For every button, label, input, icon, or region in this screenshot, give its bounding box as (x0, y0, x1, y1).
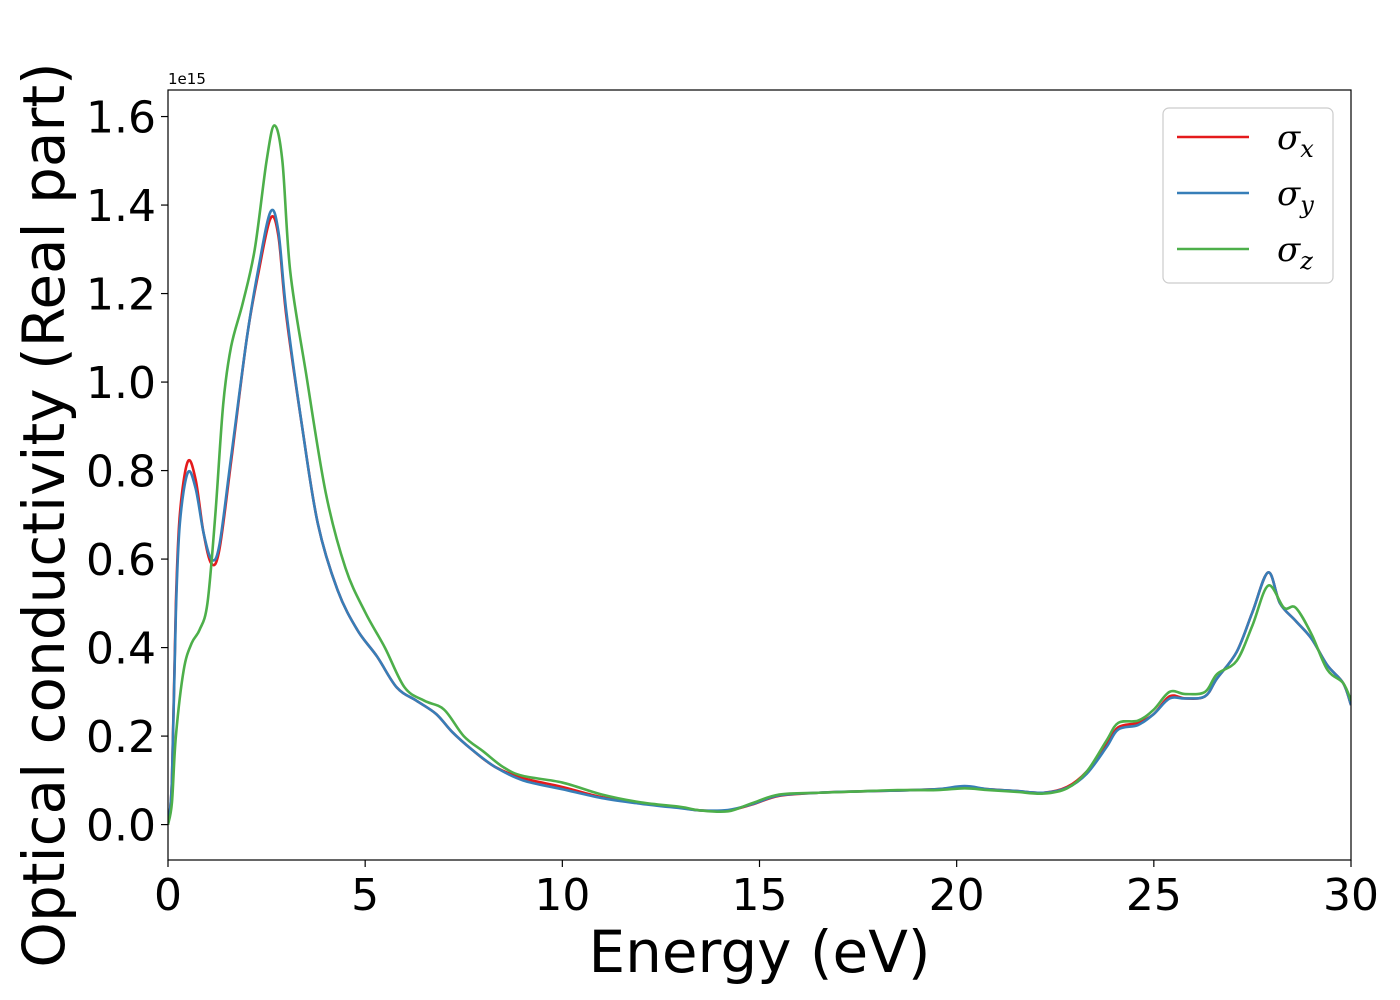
y-offset-label: 1e15 (168, 70, 206, 88)
y-tick-label: 0.0 (86, 801, 156, 852)
series-line-x (168, 215, 1351, 825)
x-tick-label: 20 (929, 870, 985, 921)
x-tick-label: 15 (732, 870, 788, 921)
x-axis: 0 5 10 15 20 25 30 (154, 860, 1379, 921)
x-axis-title: Energy (eV) (588, 918, 930, 986)
x-tick-label: 30 (1323, 870, 1379, 921)
y-tick-label: 0.2 (86, 712, 156, 763)
series-line-z (168, 124, 1351, 825)
legend-box (1162, 107, 1334, 284)
series-line-y (168, 208, 1351, 825)
y-tick-label: 0.8 (86, 447, 156, 498)
x-tick-label: 5 (351, 870, 379, 921)
x-tick-label: 25 (1126, 870, 1182, 921)
y-tick-label: 0.4 (86, 624, 156, 675)
x-tick-label: 10 (534, 870, 590, 921)
x-tick-label: 0 (154, 870, 182, 921)
series-layer (168, 124, 1351, 825)
y-axis: 0.0 0.2 0.4 0.6 0.8 1.0 1.2 1.4 1.6 (86, 93, 168, 852)
y-tick-label: 1.6 (86, 93, 156, 144)
y-tick-label: 0.6 (86, 535, 156, 586)
y-tick-label: 1.0 (86, 358, 156, 409)
y-axis-title: Optical conductivity (Real part) (10, 62, 78, 967)
y-tick-label: 1.4 (86, 181, 156, 232)
y-tick-label: 1.2 (86, 270, 156, 321)
